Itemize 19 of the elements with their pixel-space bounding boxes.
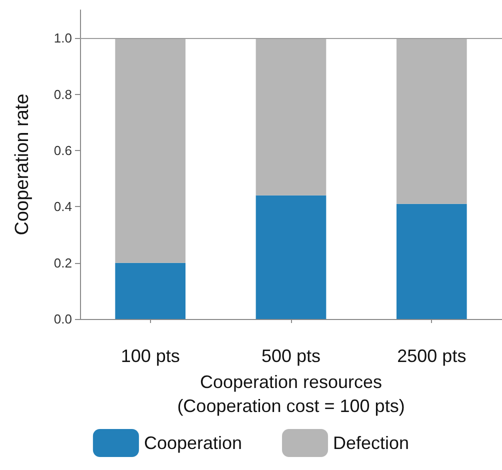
bar: [115, 38, 186, 263]
x-tick-label: 2500 pts: [397, 346, 466, 366]
x-axis-title: Cooperation resources (Cooperation cost = 100 pts): [177, 372, 405, 416]
x-tick-label: 100 pts: [120, 346, 180, 366]
bar: [396, 204, 467, 319]
y-tick-label: 0.6: [54, 142, 72, 158]
legend-label: Defection: [333, 433, 410, 453]
x-tick-label: 500 pts: [261, 346, 321, 366]
bar: [256, 195, 326, 319]
y-tick-label: 1.0: [54, 30, 72, 46]
y-tick-label: 0.2: [54, 255, 72, 270]
y-tick-label: 0.8: [54, 86, 72, 102]
y-tick-label: 0.4: [54, 199, 72, 214]
bar: [396, 38, 467, 204]
bar: [115, 262, 186, 319]
bar: [256, 38, 326, 196]
legend-label: Cooperation: [144, 433, 242, 453]
y-tick-label: 0.0: [54, 312, 72, 326]
y-axis-title: Cooperation rate: [12, 94, 33, 236]
